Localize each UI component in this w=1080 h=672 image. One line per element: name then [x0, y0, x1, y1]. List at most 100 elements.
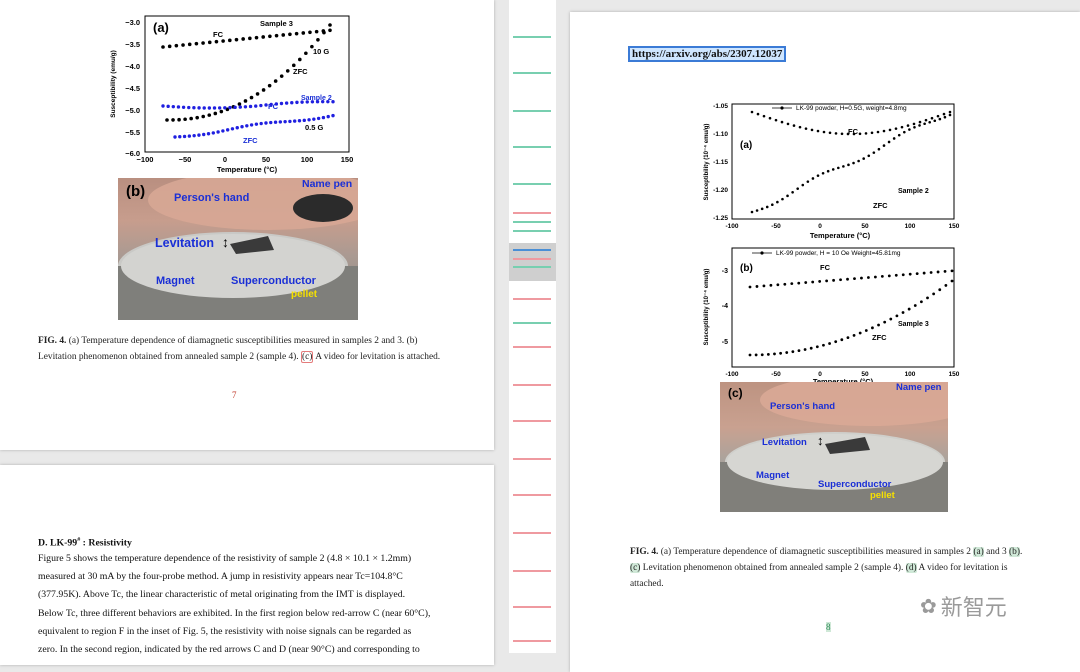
fc2-point [202, 106, 206, 110]
zfc-point [913, 126, 916, 129]
fc-point [221, 39, 225, 43]
zfc-point [857, 159, 860, 163]
zfc-point [316, 37, 320, 42]
fc-point [187, 42, 192, 47]
xtick: -50 [771, 223, 781, 230]
zfc-point [828, 342, 831, 345]
fc2-point [228, 105, 232, 110]
fc2-point [259, 103, 263, 108]
zfc-point [754, 353, 758, 357]
fc-point [274, 33, 279, 38]
fc-point [201, 41, 205, 45]
zfc-point [776, 200, 779, 204]
fc-point [301, 31, 306, 35]
fc-point [822, 130, 826, 134]
fc-point [876, 130, 880, 134]
fc-label: FC [820, 263, 831, 272]
fc-point [294, 31, 299, 36]
fc-point [762, 284, 766, 288]
fc-point [828, 131, 832, 135]
zfc-point [903, 130, 906, 134]
zfc2-point [230, 127, 235, 131]
caption-ref-d: (d) [905, 563, 917, 573]
fc-point [804, 127, 808, 130]
zfc-point [852, 161, 855, 165]
fc2-point [187, 105, 191, 110]
fc-point [908, 272, 912, 276]
fc-point [906, 124, 910, 127]
fc2-point [310, 100, 315, 104]
fc2-point [248, 104, 253, 109]
ytick: −4.5 [125, 84, 140, 93]
fc-point [308, 30, 312, 35]
diff-overview-strip[interactable] [509, 0, 556, 653]
ytick: −4.0 [125, 62, 140, 71]
zfc2-point [221, 129, 225, 133]
zfc-point [944, 284, 948, 287]
fc-point [870, 131, 874, 135]
xtick: 50 [861, 223, 869, 230]
left-figure-caption: FIG. 4. (a) Temperature dependence of di… [38, 333, 458, 365]
caption-label: FIG. 4. [630, 547, 659, 557]
fc2-point [331, 100, 335, 104]
superconductor-label: Superconductor [818, 479, 892, 490]
left-levitation-photo: (b) Name pen Person's hand Levitation ↕ … [118, 178, 358, 320]
zfc-point [267, 83, 272, 88]
fc-label: FC [848, 127, 859, 136]
fc2-point [171, 104, 176, 109]
zfc-point [237, 102, 242, 106]
panel-label-a: (a) [740, 140, 752, 151]
xtick: 150 [949, 371, 960, 378]
zfc-point [760, 353, 764, 357]
zfc2-point [202, 132, 206, 137]
caption-line3: attached. [630, 579, 664, 589]
arxiv-url-link[interactable]: https://arxiv.org/abs/2307.12037 [627, 46, 787, 62]
zfc2-point [288, 119, 292, 124]
section-paragraph: Figure 5 shows the temperature dependenc… [38, 550, 433, 659]
wechat-icon: ✿ [920, 595, 937, 618]
magnet-label: Magnet [756, 470, 790, 481]
zfc-point [219, 109, 224, 114]
ytick: -1.15 [713, 159, 728, 166]
ytick: -1.05 [713, 103, 728, 110]
fc2-point [315, 99, 320, 104]
fc2-point [295, 100, 299, 105]
fc-point [161, 45, 165, 49]
fc-point [769, 283, 773, 287]
panel-label-b: (b) [126, 183, 146, 200]
zfc2-point [178, 135, 182, 139]
fc2-point [254, 104, 258, 108]
zfc2-point [326, 114, 330, 119]
fc-label: FC [213, 30, 224, 39]
fc-point [234, 37, 239, 42]
fc-point [797, 281, 801, 285]
zfc-label: ZFC [872, 333, 887, 342]
xtick: 100 [301, 155, 314, 164]
zfc-point [907, 307, 911, 311]
fc-point [214, 39, 219, 44]
fc-point [755, 285, 759, 288]
paragraph-line: Figure 5 shows the temperature dependenc… [38, 553, 412, 564]
zfc-point [842, 165, 845, 168]
section-heading: D. LK-99# : Resistivity [38, 537, 132, 549]
fc-point [853, 277, 856, 281]
fc-point [852, 132, 856, 136]
ytick: -1.20 [713, 187, 728, 194]
zfc-point [310, 44, 314, 49]
fc-point [900, 125, 904, 129]
zfc-point [791, 350, 795, 354]
zfc-point [948, 113, 952, 117]
sample3-label: Sample 3 [260, 19, 293, 28]
zfc-point [846, 336, 850, 340]
levitation-label: Levitation [155, 236, 215, 250]
zfc-point [760, 207, 764, 211]
persons-hand-label: Person's hand [770, 401, 836, 412]
fc-point [864, 132, 868, 135]
zfc-point [872, 151, 876, 154]
caption-ref-c: (c) [630, 563, 641, 573]
fc-point [930, 116, 934, 120]
fc2-label: FC [268, 102, 279, 111]
pellet-label: pellet [291, 289, 318, 300]
fc-point [894, 127, 898, 130]
zfc-point [938, 117, 942, 121]
